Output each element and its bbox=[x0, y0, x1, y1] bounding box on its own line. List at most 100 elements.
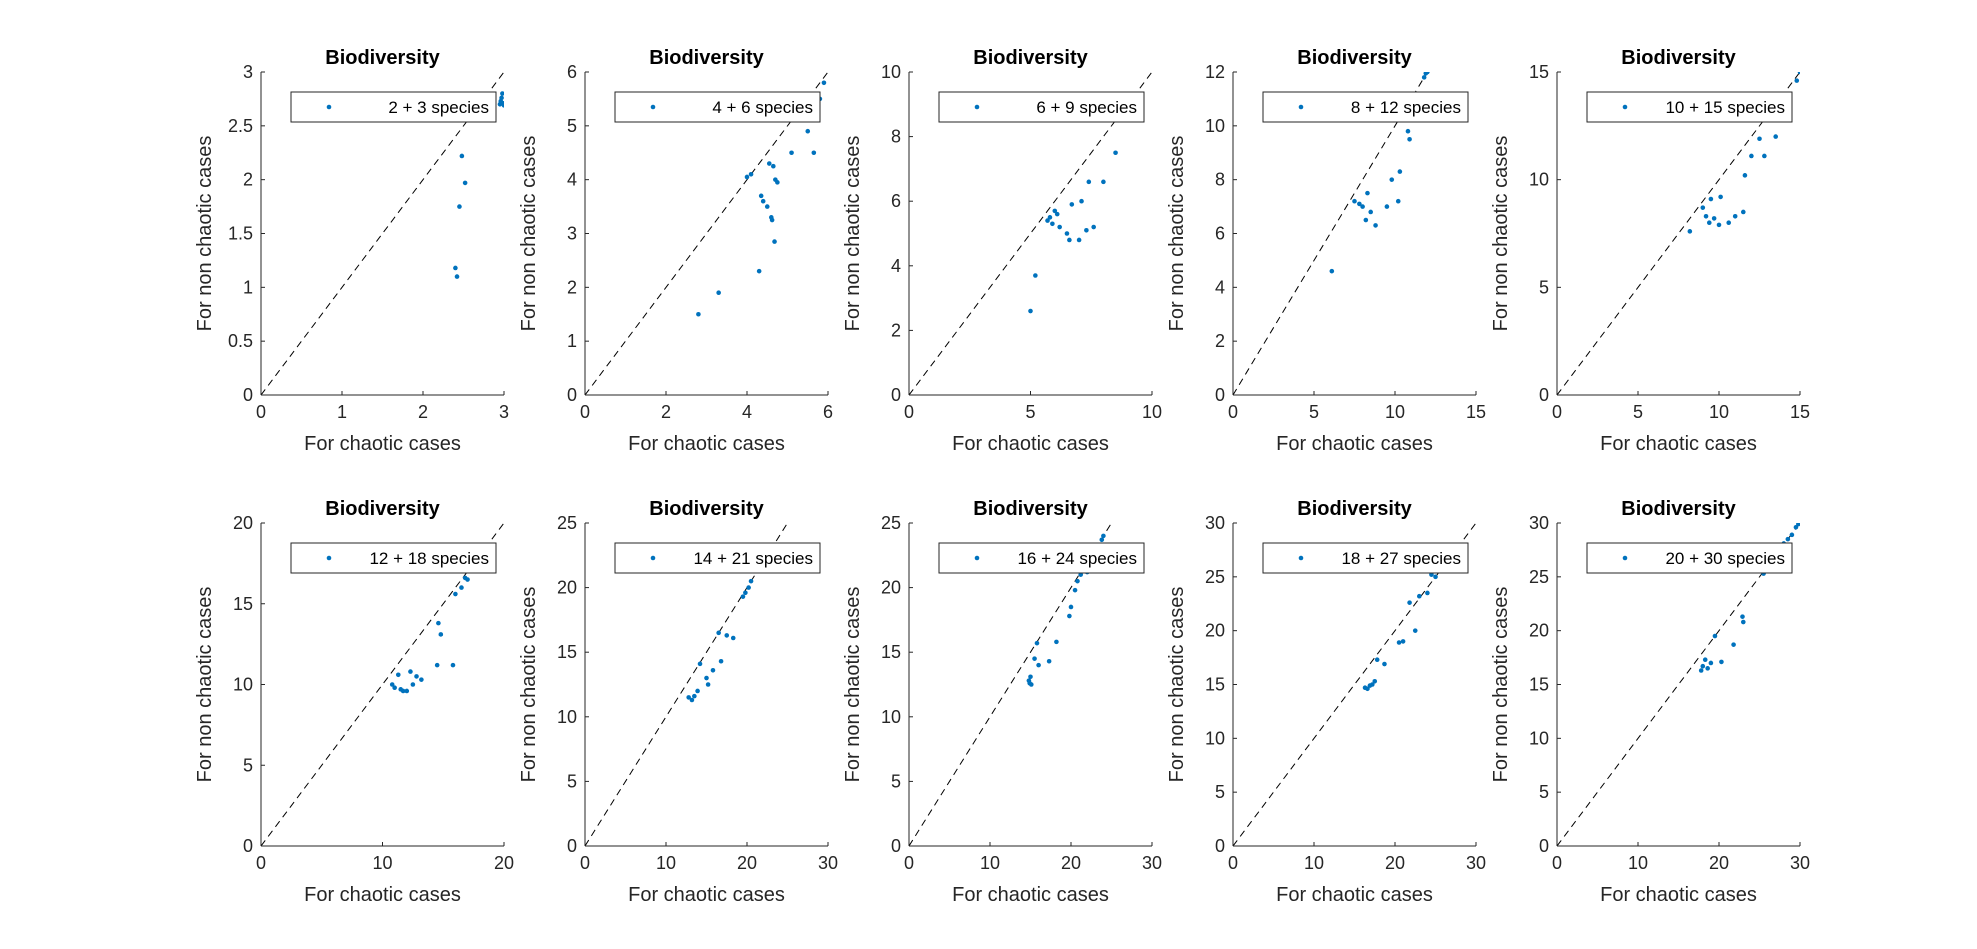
y-tick-label: 0 bbox=[1215, 385, 1225, 405]
x-tick-label: 0 bbox=[580, 853, 590, 873]
reference-line bbox=[1557, 523, 1800, 846]
subplot-8: 0 10 20 30 0 5 10 15 20 25 Biodiversity For chaotic… bbox=[842, 498, 1162, 906]
legend-marker bbox=[650, 104, 656, 110]
data-point bbox=[1068, 604, 1074, 610]
x-axis-label: For chaotic cases bbox=[628, 433, 785, 455]
data-point bbox=[1357, 201, 1362, 207]
reference-line bbox=[585, 72, 828, 395]
legend-label: 6 + 9 species bbox=[1036, 98, 1137, 117]
y-tick-label: 20 bbox=[557, 578, 577, 598]
x-tick-label: 30 bbox=[1142, 853, 1162, 873]
x-tick-label: 5 bbox=[1633, 402, 1643, 422]
chart-title: Biodiversity bbox=[1621, 47, 1736, 69]
series-points bbox=[1329, 72, 1430, 274]
data-point bbox=[499, 95, 504, 101]
y-tick-label: 10 bbox=[557, 707, 577, 727]
data-point bbox=[1360, 204, 1365, 209]
data-point bbox=[1046, 658, 1052, 664]
legend: 2 + 3 species bbox=[290, 91, 497, 123]
x-tick-label: 10 bbox=[1385, 402, 1405, 422]
data-point bbox=[1384, 204, 1390, 209]
y-tick-label: 5 bbox=[1539, 277, 1549, 297]
data-point bbox=[1069, 202, 1075, 207]
data-point bbox=[500, 91, 504, 96]
data-point bbox=[1687, 229, 1693, 234]
data-point bbox=[686, 695, 691, 700]
data-point bbox=[1028, 674, 1033, 680]
legend-label: 12 + 18 species bbox=[369, 549, 489, 568]
data-point bbox=[1731, 642, 1736, 647]
y-tick-label: 6 bbox=[1215, 224, 1225, 244]
legend: 16 + 24 species bbox=[938, 542, 1145, 574]
y-tick-label: 6 bbox=[891, 191, 901, 211]
y-tick-label: 1.5 bbox=[228, 224, 253, 244]
x-tick-label: 0 bbox=[904, 853, 914, 873]
data-point bbox=[1794, 78, 1800, 83]
data-point bbox=[1793, 525, 1799, 530]
data-point bbox=[1365, 686, 1370, 692]
y-tick-label: 5 bbox=[567, 116, 577, 136]
data-point bbox=[1407, 600, 1412, 605]
data-point bbox=[743, 590, 748, 596]
data-point bbox=[771, 163, 776, 169]
data-point bbox=[716, 630, 721, 636]
data-point bbox=[389, 682, 395, 687]
data-point bbox=[1057, 224, 1062, 230]
y-tick-label: 0 bbox=[1539, 836, 1549, 856]
legend: 4 + 6 species bbox=[614, 91, 821, 123]
x-axis-label: For chaotic cases bbox=[304, 433, 461, 455]
data-point bbox=[1700, 663, 1706, 669]
x-tick-label: 30 bbox=[818, 853, 838, 873]
x-tick-label: 10 bbox=[980, 853, 1000, 873]
legend-label: 10 + 15 species bbox=[1665, 98, 1785, 117]
chart-title: Biodiversity bbox=[325, 47, 440, 69]
chart-title: Biodiversity bbox=[649, 47, 764, 69]
x-tick-label: 0 bbox=[1228, 853, 1238, 873]
y-tick-label: 2 bbox=[567, 277, 577, 297]
data-point bbox=[769, 217, 775, 223]
data-point bbox=[811, 150, 817, 156]
data-point bbox=[453, 265, 458, 271]
data-point bbox=[766, 161, 772, 166]
y-tick-label: 25 bbox=[1205, 567, 1225, 587]
data-point bbox=[1032, 656, 1037, 661]
data-point bbox=[772, 239, 777, 244]
data-point bbox=[414, 674, 419, 679]
y-axis-label: For non chaotic cases bbox=[1490, 587, 1512, 783]
data-point bbox=[1718, 194, 1723, 200]
x-tick-label: 10 bbox=[1628, 853, 1648, 873]
y-tick-label: 1 bbox=[243, 277, 253, 297]
y-tick-label: 10 bbox=[1529, 170, 1549, 190]
data-point bbox=[454, 274, 460, 279]
y-tick-label: 0 bbox=[1215, 836, 1225, 856]
data-point bbox=[758, 193, 764, 199]
legend: 20 + 30 species bbox=[1586, 542, 1793, 574]
y-tick-label: 20 bbox=[881, 578, 901, 598]
data-point bbox=[1708, 660, 1714, 666]
chart-title: Biodiversity bbox=[1297, 498, 1412, 520]
x-tick-label: 15 bbox=[1466, 402, 1486, 422]
y-axis-label: For non chaotic cases bbox=[518, 587, 540, 783]
data-point bbox=[1396, 640, 1402, 645]
y-tick-label: 20 bbox=[233, 513, 253, 533]
legend-marker bbox=[1298, 104, 1304, 110]
y-tick-label: 15 bbox=[1529, 675, 1549, 695]
legend-label: 18 + 27 species bbox=[1341, 549, 1461, 568]
legend-marker bbox=[1298, 555, 1304, 561]
x-tick-label: 20 bbox=[1385, 853, 1405, 873]
data-point bbox=[1099, 537, 1105, 543]
x-tick-label: 0 bbox=[1228, 402, 1238, 422]
legend: 14 + 21 species bbox=[614, 542, 821, 574]
data-point bbox=[1425, 72, 1430, 75]
data-point bbox=[748, 578, 754, 584]
data-point bbox=[705, 682, 711, 687]
legend-label: 20 + 30 species bbox=[1665, 549, 1785, 568]
data-point bbox=[760, 198, 766, 204]
legend-label: 8 + 12 species bbox=[1351, 98, 1461, 117]
data-point bbox=[1045, 218, 1050, 223]
x-tick-label: 20 bbox=[737, 853, 757, 873]
data-point bbox=[1719, 659, 1724, 665]
y-tick-label: 15 bbox=[1205, 675, 1225, 695]
data-point bbox=[1067, 237, 1072, 243]
legend-marker bbox=[974, 104, 980, 110]
